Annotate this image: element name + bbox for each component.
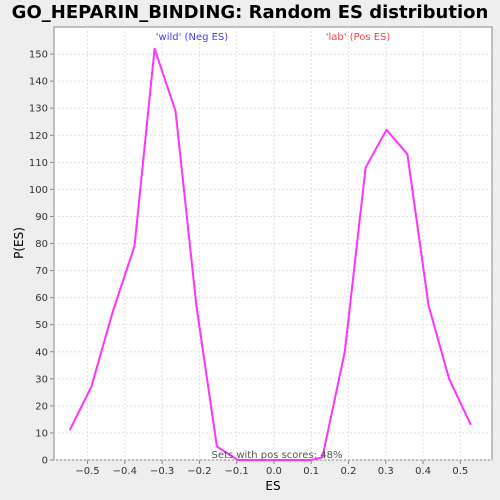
y-tick-label: 70 [35, 266, 48, 277]
y-tick-label: 10 [35, 428, 48, 439]
y-tick-label: 150 [29, 50, 48, 61]
chart-title: GO_HEPARIN_BINDING: Random ES distributi… [12, 2, 489, 23]
y-axis-label: P(ES) [12, 227, 26, 259]
y-tick-label: 50 [35, 320, 48, 331]
pos-score-percentage: Sets with pos scores: 48% [212, 450, 343, 461]
neg-es-label: 'wild' (Neg ES) [156, 32, 228, 43]
x-axis-label: ES [265, 479, 280, 493]
y-tick-label: 20 [35, 401, 48, 412]
x-tick-label: −0.3 [150, 466, 174, 477]
y-tick-label: 130 [29, 104, 48, 115]
x-tick-label: 0.5 [452, 466, 468, 477]
grid [54, 27, 492, 461]
x-tick-label: −0.2 [187, 466, 211, 477]
y-tick-label: 90 [35, 212, 48, 223]
y-tick-label: 80 [35, 239, 48, 250]
x-tick-label: −0.1 [225, 466, 249, 477]
x-tick-label: 0.3 [378, 466, 394, 477]
y-tick-label: 0 [42, 456, 48, 467]
x-tick-label: 0.2 [341, 466, 357, 477]
series-layer [68, 47, 472, 461]
x-tick-label: 0.1 [303, 466, 319, 477]
x-axis: −0.5 −0.4 −0.3 −0.2 −0.1 0.0 0.1 0.2 0.3 0.4 0.5 [75, 460, 468, 477]
y-tick-label: 100 [29, 185, 48, 196]
y-axis: 0 10 20 30 40 50 60 70 80 90 100 110 120 130 140 150 [29, 50, 54, 467]
y-tick-label: 40 [35, 347, 48, 358]
x-tick-label: 0.4 [415, 466, 431, 477]
y-tick-label: 30 [35, 374, 48, 385]
y-tick-label: 110 [29, 158, 48, 169]
pos-es-label: 'lab' (Pos ES) [326, 32, 391, 43]
x-tick-label: −0.5 [75, 466, 99, 477]
y-tick-label: 120 [29, 131, 48, 142]
x-tick-label: −0.4 [113, 466, 137, 477]
y-tick-label: 60 [35, 293, 48, 304]
x-tick-label: 0.0 [266, 466, 282, 477]
series-line [68, 47, 472, 461]
y-tick-label: 140 [29, 77, 48, 88]
